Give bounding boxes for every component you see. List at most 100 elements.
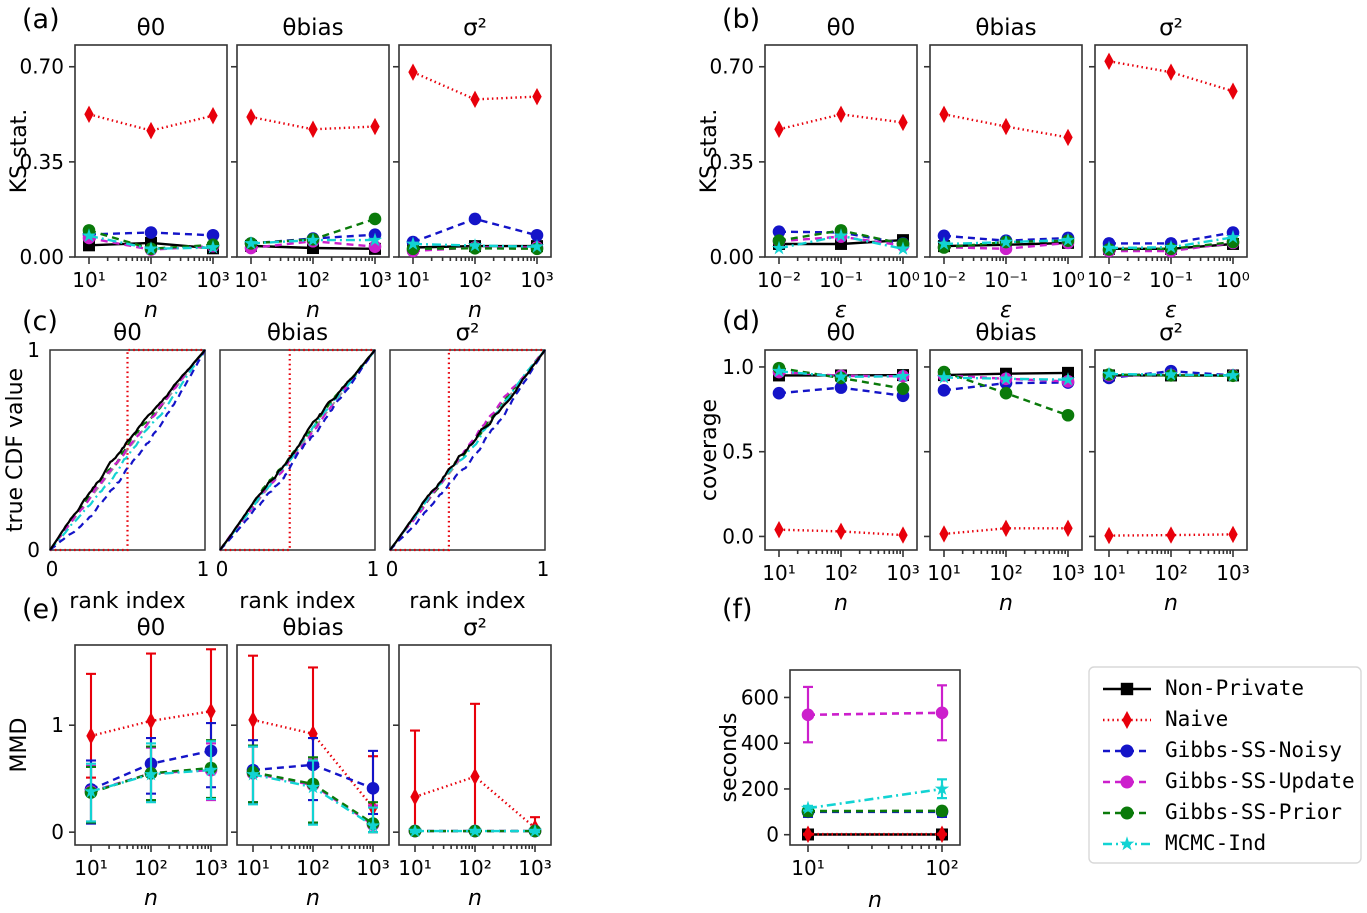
data-marker: [470, 767, 480, 786]
subplot-a-2: σ² 10¹ 10² 10³ n: [393, 15, 554, 323]
data-marker: [774, 120, 784, 138]
x-tick-label: 10²: [296, 856, 329, 880]
subplot-title: θ0: [827, 15, 856, 41]
x-tick-label: 0: [46, 557, 59, 581]
y-tick-label: 0.5: [722, 440, 754, 464]
x-tick-label: 10³: [358, 268, 391, 292]
plot-frame: [236, 44, 390, 258]
x-tick-label: 1: [367, 557, 380, 581]
data-marker: [937, 825, 947, 843]
x-tick-label: 10³: [520, 268, 553, 292]
x-tick-label: 10¹: [396, 268, 429, 292]
x-axis-label: n: [306, 886, 320, 911]
data-marker: [527, 823, 543, 838]
x-tick-label: 1: [537, 557, 550, 581]
x-tick-label: 0: [386, 557, 399, 581]
data-marker: [84, 105, 94, 124]
data-marker: [1119, 836, 1135, 851]
data-marker: [1166, 526, 1176, 544]
x-tick-label: 0: [216, 557, 229, 581]
y-tick-label: 200: [741, 777, 779, 801]
panel-label-d: (d): [722, 306, 760, 337]
data-marker: [1104, 52, 1114, 71]
y-tick-label: 0.0: [722, 524, 754, 548]
x-tick-label: 10⁻²: [1087, 268, 1131, 292]
data-marker: [772, 386, 786, 400]
legend-item-naive[interactable]: Naive: [1103, 707, 1228, 731]
subplot-title: σ²: [456, 320, 480, 346]
data-marker: [203, 762, 219, 777]
data-marker: [1104, 526, 1114, 545]
series-cdf-curve: [219, 349, 376, 551]
plot-frame: [789, 669, 961, 846]
subplot-title: θbias: [975, 320, 1036, 346]
legend-box: [1088, 666, 1362, 864]
legend-item-gibbs-ss-prior[interactable]: Gibbs-SS-Prior: [1103, 800, 1342, 824]
data-marker: [143, 766, 159, 781]
data-marker: [1101, 366, 1117, 381]
data-marker: [370, 117, 380, 136]
panel-label-b: (b): [722, 4, 760, 35]
y-axis-label: seconds: [717, 713, 742, 803]
y-tick-label: 0.70: [19, 55, 64, 79]
data-marker: [772, 234, 786, 247]
x-tick-label: 10³: [356, 856, 389, 880]
legend-label: Naive: [1165, 707, 1228, 731]
data-marker: [368, 212, 382, 226]
x-tick-label: 10³: [1051, 561, 1084, 585]
naive-step-cdf: [50, 348, 205, 552]
data-marker: [801, 708, 815, 722]
data-marker: [146, 121, 156, 140]
data-marker: [999, 386, 1013, 400]
x-axis-label: rank index: [69, 589, 185, 614]
legend-label: Gibbs-SS-Noisy: [1165, 738, 1342, 762]
x-tick-label: 10¹: [927, 561, 960, 585]
data-marker: [1225, 229, 1241, 244]
x-tick-label: 10³: [196, 268, 229, 292]
data-marker: [936, 236, 952, 251]
x-tick-label: 10²: [925, 856, 958, 880]
x-axis-label: n: [834, 591, 848, 616]
data-marker: [896, 382, 910, 395]
subplot-title: σ²: [1159, 15, 1183, 41]
x-axis-label: n: [1164, 591, 1178, 616]
data-marker: [934, 781, 950, 796]
x-tick-label: 10²: [134, 268, 167, 292]
data-marker: [243, 235, 259, 250]
data-marker: [206, 228, 220, 242]
subplot-title: σ²: [463, 15, 487, 41]
panel-a: (a) θ0 0.00 0.35 0.70 10¹ 10² 10³ n θbias 10¹ 10² 10…: [7, 4, 554, 323]
data-marker: [529, 239, 545, 253]
subplot-title: θbias: [267, 320, 328, 346]
data-marker: [1063, 128, 1073, 147]
x-tick-label: 10⁰: [1216, 268, 1249, 292]
x-axis-label: n: [144, 298, 158, 323]
y-tick-label: 0.35: [19, 150, 64, 174]
data-marker: [998, 234, 1014, 249]
data-marker: [245, 766, 261, 781]
x-tick-label: 10¹: [1092, 561, 1125, 585]
x-axis-label: n: [306, 298, 320, 323]
x-tick-label: 10⁻²: [757, 268, 801, 292]
data-marker: [1122, 711, 1132, 729]
subplot-b-2: σ² 10⁻² 10⁻¹ 10⁰ ε: [1087, 15, 1250, 323]
x-tick-label: 10⁻¹: [984, 268, 1028, 292]
data-marker: [895, 368, 911, 383]
x-axis-label: n: [999, 591, 1013, 616]
data-marker: [1228, 525, 1238, 544]
subplot-title: θbias: [975, 15, 1036, 41]
x-tick-label: 10⁻²: [922, 268, 966, 292]
legend-item-gibbs-ss-noisy[interactable]: Gibbs-SS-Noisy: [1103, 738, 1342, 762]
data-marker: [367, 232, 383, 247]
x-tick-label: 10¹: [236, 856, 269, 880]
data-marker: [1163, 367, 1179, 381]
legend-item-mcmc-ind[interactable]: MCMC-Ind: [1103, 831, 1266, 855]
legend-item-non-private[interactable]: Non-Private: [1103, 676, 1304, 700]
data-marker: [1060, 232, 1076, 247]
legend-item-gibbs-ss-update[interactable]: Gibbs-SS-Update: [1103, 769, 1355, 793]
data-marker: [895, 241, 911, 255]
x-tick-label: 10²: [989, 561, 1022, 585]
y-axis-label: KS stat.: [7, 109, 32, 194]
subplot-title: θbias: [282, 615, 343, 641]
